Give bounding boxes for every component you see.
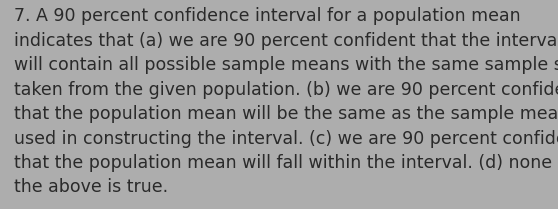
Text: taken from the given population. (b) we are 90 percent confident: taken from the given population. (b) we … — [14, 81, 558, 99]
Text: 7. A 90 percent confidence interval for a population mean: 7. A 90 percent confidence interval for … — [14, 7, 521, 25]
Text: the above is true.: the above is true. — [14, 178, 168, 196]
Text: that the population mean will fall within the interval. (d) none of: that the population mean will fall withi… — [14, 154, 558, 172]
Text: used in constructing the interval. (c) we are 90 percent confident: used in constructing the interval. (c) w… — [14, 130, 558, 148]
Text: indicates that (a) we are 90 percent confident that the interval: indicates that (a) we are 90 percent con… — [14, 32, 558, 50]
Text: will contain all possible sample means with the same sample size: will contain all possible sample means w… — [14, 56, 558, 74]
Text: that the population mean will be the same as the sample mean: that the population mean will be the sam… — [14, 105, 558, 123]
